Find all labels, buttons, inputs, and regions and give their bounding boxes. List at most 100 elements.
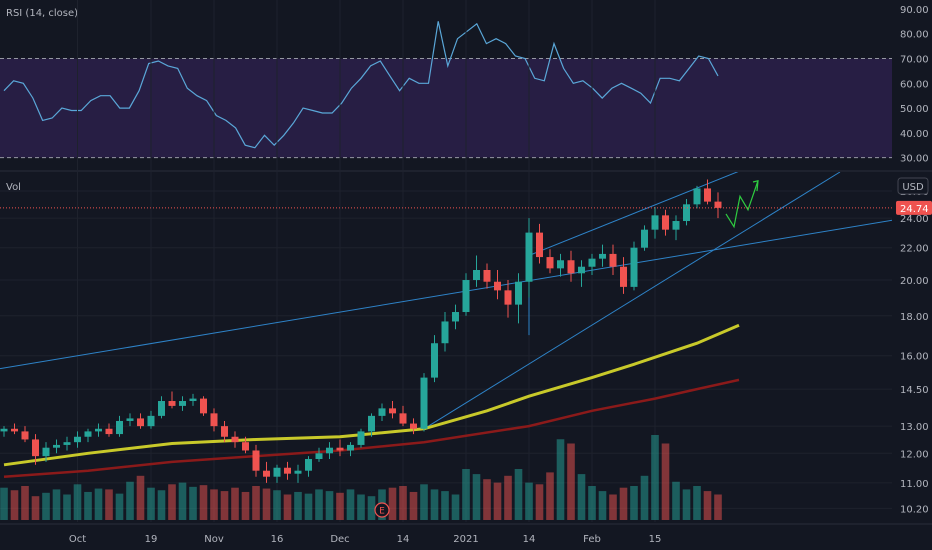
candle-body — [32, 439, 39, 457]
candle-body — [599, 253, 606, 259]
volume-bar — [714, 494, 722, 520]
projection-arrow — [725, 180, 759, 229]
volume-bar — [598, 491, 607, 520]
candle-body — [704, 188, 711, 202]
volume-bar — [619, 487, 628, 520]
volume-bar — [588, 486, 596, 520]
candle-body — [578, 266, 585, 274]
volume-bar — [441, 491, 449, 520]
candle-body — [494, 281, 501, 291]
volume-bar — [105, 489, 113, 520]
candle-body — [683, 204, 690, 222]
y-tick-label: 14.50 — [900, 385, 929, 396]
volume-bar — [126, 481, 134, 520]
volume-bar — [336, 492, 344, 520]
x-tick-label: Nov — [204, 534, 224, 545]
volume-bar — [630, 486, 638, 520]
candle-body — [714, 201, 722, 208]
volume-bar — [210, 489, 218, 520]
candle-body — [378, 408, 386, 416]
volume-bar — [325, 491, 334, 520]
volume-bar — [283, 494, 292, 520]
candle-body — [263, 470, 270, 477]
x-tick-label: 2021 — [453, 534, 478, 545]
last-price-badge — [896, 200, 932, 215]
volume-bar — [178, 482, 187, 520]
volume-bar — [63, 494, 71, 520]
y-tick-label: 16.00 — [900, 352, 929, 363]
candle-body — [126, 418, 134, 421]
volume-bar — [0, 487, 8, 520]
volume-bar — [241, 491, 250, 520]
y-tick-label: 12.00 — [900, 449, 929, 460]
candle-body — [441, 321, 449, 344]
volume-bar — [493, 482, 502, 520]
volume-bar — [682, 489, 691, 520]
volume-bar — [640, 475, 649, 520]
volume-bar — [304, 493, 313, 520]
volume-bar — [10, 490, 19, 520]
volume-bar — [157, 490, 166, 520]
earnings-marker-letter: E — [379, 507, 385, 517]
volume-bar — [514, 469, 523, 520]
candle-body — [315, 453, 323, 460]
volume-bar — [703, 491, 712, 520]
candle-body — [693, 188, 701, 205]
short-moving-average — [3, 323, 740, 467]
candle-body — [357, 431, 365, 445]
volume-bar — [357, 494, 365, 520]
candle-body — [0, 428, 8, 432]
rsi-tick-label: 60.00 — [900, 79, 929, 90]
candle-body — [557, 260, 564, 269]
upper-channel-line — [528, 172, 739, 256]
candle-body — [158, 401, 165, 416]
volume-bar — [168, 484, 176, 520]
volume-bar — [451, 494, 460, 520]
x-tick-label: Oct — [69, 534, 86, 545]
candle-body — [431, 343, 438, 378]
candle-body — [347, 444, 354, 451]
volume-bar — [315, 489, 323, 520]
candle-body — [95, 428, 102, 432]
candle-body — [420, 377, 428, 429]
candle-body — [504, 290, 512, 305]
candle-body — [200, 398, 207, 414]
candle-body — [483, 269, 491, 282]
candle-body — [588, 258, 596, 267]
rsi-line — [3, 21, 719, 149]
x-tick-label: 14 — [523, 534, 536, 545]
candle-body — [63, 442, 71, 445]
volume-bar — [420, 484, 428, 520]
candle-body — [672, 221, 680, 230]
candle-body — [536, 232, 543, 258]
rsi-tick-label: 40.00 — [900, 129, 929, 140]
y-tick-label: 22.00 — [900, 244, 929, 255]
candle-body — [525, 232, 533, 282]
candle-body — [473, 269, 480, 281]
volume-bar — [661, 443, 670, 520]
price-panel[interactable]: Oct19Nov16Dec14202114Feb1526.0024.0022.0… — [0, 172, 932, 550]
lower-channel-line — [423, 172, 841, 430]
candle-body — [399, 413, 407, 424]
candle-body — [452, 312, 459, 322]
volume-bar — [462, 469, 470, 520]
candle-body — [305, 459, 312, 471]
volume-bar — [672, 481, 680, 520]
volume-bar — [567, 443, 575, 520]
candle-body — [231, 436, 239, 443]
volume-title: Vol — [6, 182, 21, 193]
x-tick-label: 16 — [271, 534, 284, 545]
candle-body — [147, 415, 155, 427]
rsi-tick-label: 50.00 — [900, 104, 929, 115]
y-tick-label: 20.00 — [900, 276, 929, 287]
candle-body — [368, 415, 375, 432]
volume-bar — [199, 485, 208, 520]
volume-bar — [399, 486, 407, 520]
x-tick-label: 14 — [397, 534, 410, 545]
rsi-tick-label: 80.00 — [900, 30, 929, 41]
candle-body — [252, 450, 260, 471]
rsi-panel[interactable]: 90.00 80.00 70.00 60.00 50.00 40.00 30.00 RSI (… — [0, 0, 932, 172]
candle-body — [137, 418, 144, 427]
volume-bar — [430, 489, 439, 520]
